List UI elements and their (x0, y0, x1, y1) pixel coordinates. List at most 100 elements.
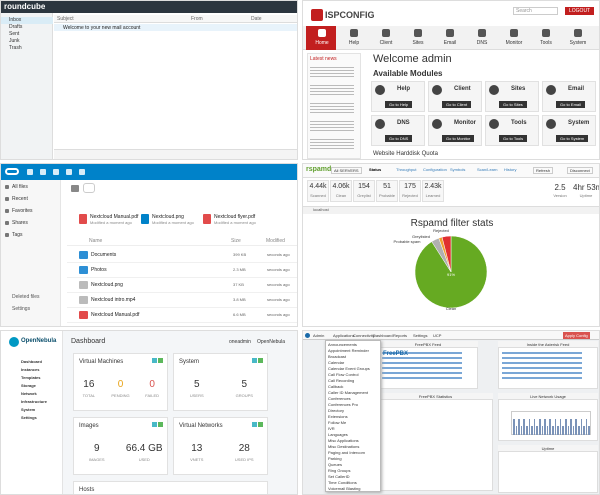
isp-nav-item[interactable]: Tools (540, 40, 552, 46)
one-menu-item[interactable]: Network (21, 391, 37, 396)
isp-logout[interactable]: LOGOUT (565, 7, 595, 15)
dropdown-item[interactable]: Conferences (328, 396, 351, 401)
one-menu-item[interactable]: Infrastructure (21, 399, 48, 404)
isp-nav-item[interactable]: Email (443, 40, 457, 46)
file-name[interactable]: Nextcloud intro.mp4 (91, 297, 136, 303)
rs-tab[interactable]: Throughput (396, 167, 417, 172)
file-name[interactable]: Documents (91, 252, 117, 258)
dropdown-item[interactable]: Broadcast (328, 354, 347, 359)
pbx-menu-item[interactable]: Applications (333, 333, 355, 338)
isp-nav-item[interactable]: Home (315, 40, 329, 46)
rs-tab[interactable]: History (504, 167, 517, 172)
dropdown-item[interactable]: Ring Groups (328, 468, 351, 473)
one-zone[interactable]: OpenNebula (257, 339, 286, 345)
pbx-logo (305, 333, 310, 338)
rs-tab[interactable]: Configuration (423, 167, 447, 172)
dropdown-item[interactable]: Queues (328, 462, 343, 467)
rec-name[interactable]: Nextcloud flyer.pdf (214, 214, 256, 220)
dropdown-item[interactable]: Set CallerID (328, 474, 350, 479)
mail-folder[interactable]: Sent (9, 31, 20, 37)
module-button[interactable]: Go to Email (556, 101, 585, 108)
isp-nav-item[interactable]: Help (348, 40, 360, 46)
nc-nav-item[interactable]: All files (12, 184, 28, 190)
dropdown-item[interactable]: Misc Applications (328, 438, 359, 443)
rs-tab[interactable]: Symbols (450, 167, 466, 172)
one-menu-item[interactable]: Settings (21, 415, 37, 420)
isp-nav-item[interactable]: Monitor (505, 40, 523, 46)
dropdown-item[interactable]: Directory (328, 408, 345, 413)
pie-value-label: 91% (446, 272, 456, 277)
mail-folder[interactable]: Inbox (9, 17, 22, 23)
mail-folder[interactable]: Trash (9, 45, 22, 51)
file-name[interactable]: Photos (91, 267, 107, 273)
nc-nav-item[interactable]: Tags (12, 232, 23, 238)
one-menu-item[interactable]: Dashboard (21, 359, 42, 364)
dropdown-item[interactable]: Callback (328, 384, 344, 389)
dropdown-item[interactable]: Calendar (328, 360, 345, 365)
mail-folder[interactable]: Drafts (9, 24, 23, 30)
module-button[interactable]: Go to Tools (499, 135, 528, 142)
rec-name[interactable]: Nextcloud Manual.pdf (90, 214, 139, 220)
isp-search[interactable]: Search (513, 7, 558, 15)
dropdown-item[interactable]: Calendar Event Groups (328, 366, 370, 371)
rs-server[interactable]: All SERVERS (331, 167, 362, 174)
dropdown-item[interactable]: Announcements (328, 342, 357, 347)
module-button[interactable]: Go to Help (385, 101, 413, 108)
dropdown-item[interactable]: Languages (328, 432, 348, 437)
dropdown-item[interactable]: Call Recording (328, 378, 355, 383)
pbx-menu-item[interactable]: Admin (313, 333, 325, 338)
nc-nav-item[interactable]: Favorites (12, 208, 33, 214)
file-name[interactable]: Nextcloud.png (91, 282, 123, 288)
dropdown-item[interactable]: Conferences Pro (328, 402, 359, 407)
module-button[interactable]: Go to Monitor (442, 135, 475, 142)
file-name[interactable]: Nextcloud Manual.pdf (91, 312, 140, 318)
one-menu-item[interactable]: Storage (21, 383, 36, 388)
dropdown-item[interactable]: Caller ID Management (328, 390, 369, 395)
rs-tab[interactable]: Status (369, 167, 382, 172)
dropdown-item[interactable]: Time Conditions (328, 480, 357, 485)
rec-name[interactable]: Nextcloud.png (152, 214, 184, 220)
nc-new[interactable] (83, 183, 95, 193)
mail-subject[interactable]: Welcome to your new mail account (63, 25, 141, 31)
dropdown-item[interactable]: Follow Me (328, 420, 347, 425)
rs-button[interactable]: Refresh (533, 167, 554, 174)
module-button[interactable]: Go to Client (442, 101, 472, 108)
one-user[interactable]: oneadmin (229, 339, 251, 345)
nc-nav-item[interactable]: Recent (12, 196, 28, 202)
dropdown-item[interactable]: Extensions (328, 414, 348, 419)
dropdown-item[interactable]: IVR (328, 426, 335, 431)
module-button[interactable]: Go to System (556, 135, 589, 142)
nc-footer-item[interactable]: Deleted files (12, 294, 40, 300)
module-icon (375, 119, 385, 129)
module-button[interactable]: Go to DNS (385, 135, 413, 142)
isp-nav-item[interactable]: System (569, 40, 587, 46)
one-menu-item[interactable]: Templates (21, 375, 41, 380)
isp-nav-item[interactable]: Client (379, 40, 393, 46)
stat-value: 4.44k (309, 183, 327, 190)
pbx-apply[interactable]: Apply Config (563, 332, 590, 339)
dropdown-item[interactable]: Misc Destinations (328, 444, 360, 449)
dropdown-item[interactable]: Call Flow Control (328, 372, 359, 377)
isp-nav-item[interactable]: Sites (412, 40, 424, 46)
isp-nav-item[interactable]: DNS (476, 40, 488, 46)
pbx-menu-item[interactable]: Reports (393, 333, 408, 338)
pbx-menu-item[interactable]: Dashboard (373, 333, 393, 338)
pbx-menu-item[interactable]: Connectivity (353, 333, 375, 338)
dropdown-item[interactable]: Voicemail Blasting (328, 486, 361, 491)
module-button[interactable]: Go to Sites (499, 101, 527, 108)
mail-folder[interactable]: Junk (9, 38, 20, 44)
dropdown-item[interactable]: Appointment Reminder (328, 348, 369, 353)
dropdown-item[interactable]: Paging and Intercom (328, 450, 365, 455)
nc-footer-item[interactable]: Settings (12, 306, 31, 312)
one-menu-item[interactable]: Instances (21, 367, 40, 372)
module-name: System (568, 120, 590, 126)
nc-nav-item[interactable]: Shares (12, 220, 28, 226)
news-line (310, 139, 354, 149)
one-menu-item[interactable]: System (21, 407, 36, 412)
rs-tab[interactable]: Scan/Learn (477, 167, 498, 172)
pbx-menu-item[interactable]: UCP (433, 333, 442, 338)
pie-title: Rspamd filter stats (410, 218, 494, 229)
pbx-menu-item[interactable]: Settings (413, 333, 428, 338)
dropdown-item[interactable]: Parking (328, 456, 342, 461)
rs-button[interactable]: Disconnect (567, 167, 593, 174)
